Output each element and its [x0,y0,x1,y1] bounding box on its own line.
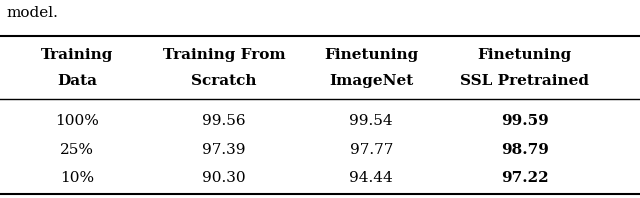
Text: 99.59: 99.59 [501,114,548,128]
Text: Finetuning: Finetuning [324,49,419,62]
Text: 97.22: 97.22 [501,171,548,185]
Text: 99.54: 99.54 [349,114,393,128]
Text: 10%: 10% [60,171,94,185]
Text: ImageNet: ImageNet [329,74,413,88]
Text: 94.44: 94.44 [349,171,393,185]
Text: SSL Pretrained: SSL Pretrained [460,74,589,88]
Text: Training: Training [40,49,113,62]
Text: 90.30: 90.30 [202,171,246,185]
Text: Data: Data [57,74,97,88]
Text: 99.56: 99.56 [202,114,246,128]
Text: 100%: 100% [55,114,99,128]
Text: 97.39: 97.39 [202,144,246,157]
Text: Training From: Training From [163,49,285,62]
Text: model.: model. [6,6,58,20]
Text: Scratch: Scratch [191,74,257,88]
Text: 98.79: 98.79 [501,144,548,157]
Text: Finetuning: Finetuning [477,49,572,62]
Text: 25%: 25% [60,144,94,157]
Text: 97.77: 97.77 [349,144,393,157]
